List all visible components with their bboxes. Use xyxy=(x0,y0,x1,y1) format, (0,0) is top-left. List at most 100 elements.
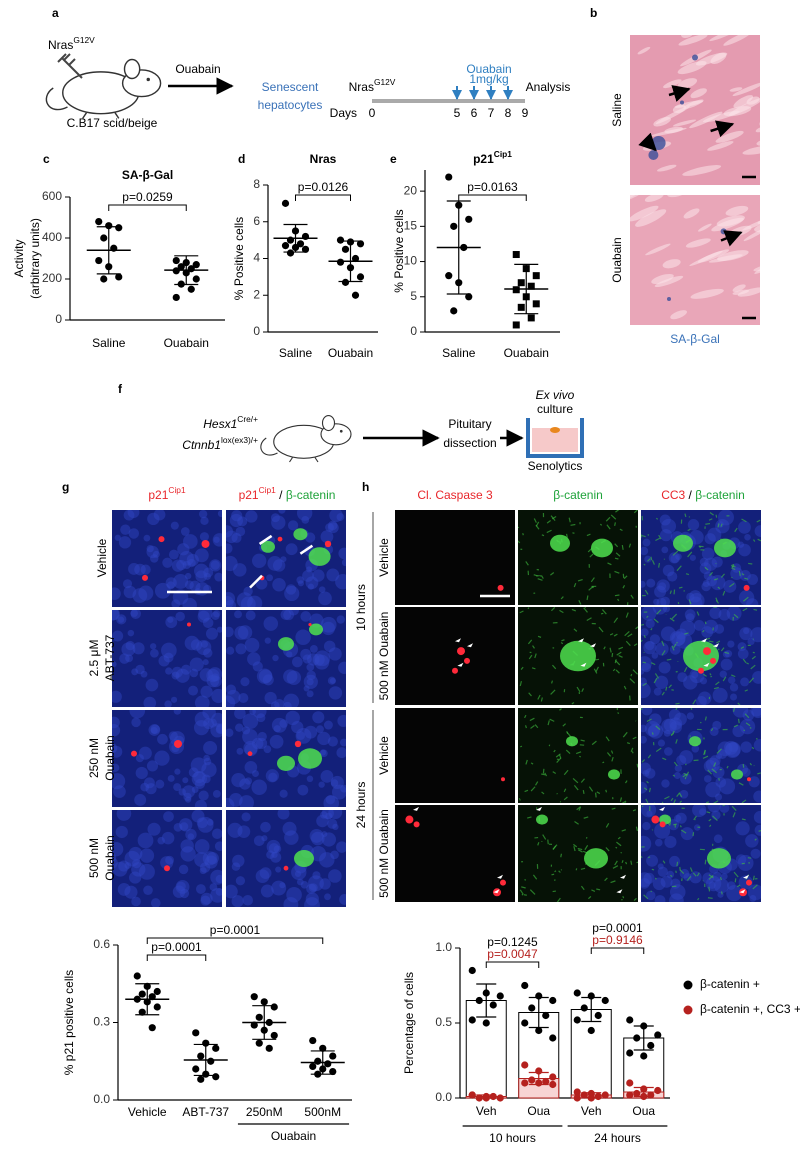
nucleus xyxy=(743,628,749,634)
texture xyxy=(739,719,740,723)
data-point xyxy=(139,990,146,997)
nucleus xyxy=(304,726,317,739)
nucleus xyxy=(304,675,318,689)
nucleus xyxy=(222,556,237,571)
data-point xyxy=(173,267,180,274)
tissue xyxy=(764,125,780,134)
texture xyxy=(525,880,526,881)
nucleus xyxy=(307,690,314,697)
data-point xyxy=(483,989,490,996)
nucleus xyxy=(310,645,318,653)
data-point xyxy=(352,255,359,262)
texture xyxy=(612,653,613,657)
text-part: lox(ex3)/+ xyxy=(221,435,258,445)
red-signal xyxy=(660,821,666,827)
nucleus xyxy=(705,782,720,797)
p-value: p=0.0126 xyxy=(298,180,349,194)
texture xyxy=(526,725,527,728)
data-point xyxy=(542,1012,549,1019)
data-point xyxy=(266,1045,273,1052)
y-tick-label: 1.0 xyxy=(435,940,452,954)
nucleus xyxy=(736,821,750,835)
data-point xyxy=(271,1003,278,1010)
text-part: Cip1 xyxy=(168,485,186,495)
text-part: Nras xyxy=(349,80,374,94)
nucleus xyxy=(266,574,273,581)
green-signal xyxy=(277,756,295,771)
nucleus xyxy=(658,740,665,747)
nucleus xyxy=(331,779,338,786)
texture xyxy=(596,889,600,890)
nucleus xyxy=(281,609,292,620)
nucleus xyxy=(750,627,765,642)
blue-stain xyxy=(648,150,658,160)
row-label: 500 nM Ouabain xyxy=(377,809,391,898)
nucleus xyxy=(338,548,350,560)
red-signal xyxy=(142,575,148,581)
nucleus xyxy=(185,829,196,840)
treatment-label: Senolytics xyxy=(528,459,583,473)
data-point xyxy=(139,1009,146,1016)
tissue xyxy=(764,239,785,253)
nucleus xyxy=(658,863,664,869)
nucleus xyxy=(270,735,284,749)
nucleus xyxy=(128,630,134,636)
nucleus xyxy=(240,677,249,686)
data-point xyxy=(314,1071,321,1078)
gene-label: NrasG12V xyxy=(48,35,95,52)
nucleus xyxy=(715,519,729,533)
nucleus xyxy=(124,510,135,521)
texture xyxy=(705,622,706,624)
nucleus xyxy=(658,582,666,590)
nucleus xyxy=(203,618,214,629)
texture xyxy=(649,788,650,792)
nucleus xyxy=(639,725,647,733)
nucleus xyxy=(177,543,189,555)
blue-stain xyxy=(721,228,727,234)
genotype-label: Ctnnb1lox(ex3)/+ xyxy=(182,435,258,452)
texture xyxy=(708,898,713,899)
nucleus xyxy=(688,519,699,530)
nucleus xyxy=(279,882,285,888)
nucleus xyxy=(110,691,122,703)
nucleus xyxy=(721,873,727,879)
nucleus xyxy=(162,832,175,845)
texture xyxy=(543,769,544,774)
texture xyxy=(675,703,679,704)
texture xyxy=(735,878,736,882)
nucleus xyxy=(659,661,671,673)
nucleus xyxy=(273,559,285,571)
data-point xyxy=(588,1027,595,1034)
treatment-label: Ouabain xyxy=(175,62,220,76)
texture xyxy=(732,577,733,578)
nucleus xyxy=(195,839,210,854)
nucleus xyxy=(752,671,765,684)
data-point xyxy=(533,300,540,307)
nucleus xyxy=(241,812,250,821)
data-point xyxy=(513,251,520,258)
tissue xyxy=(735,25,761,33)
data-point xyxy=(528,314,535,321)
texture xyxy=(522,894,523,895)
y-tick-label: 20 xyxy=(404,183,418,197)
text-part: β-catenin xyxy=(695,488,745,502)
texture xyxy=(641,640,642,642)
data-point xyxy=(193,275,200,282)
nucleus xyxy=(328,869,342,883)
panel-label: a xyxy=(52,6,59,20)
texture xyxy=(651,891,652,892)
nucleus xyxy=(221,596,234,609)
tissue xyxy=(700,8,725,25)
data-point xyxy=(134,996,141,1003)
data-point xyxy=(455,202,462,209)
nucleus xyxy=(179,865,188,874)
tissue xyxy=(775,94,792,108)
y-tick-label: 0 xyxy=(55,312,62,326)
nucleus xyxy=(216,875,224,883)
red-signal xyxy=(159,536,165,542)
row-label: Saline xyxy=(610,93,624,127)
nucleus xyxy=(212,829,222,839)
nucleus xyxy=(221,525,233,537)
nucleus xyxy=(280,790,288,798)
micrograph-bg xyxy=(395,607,515,705)
